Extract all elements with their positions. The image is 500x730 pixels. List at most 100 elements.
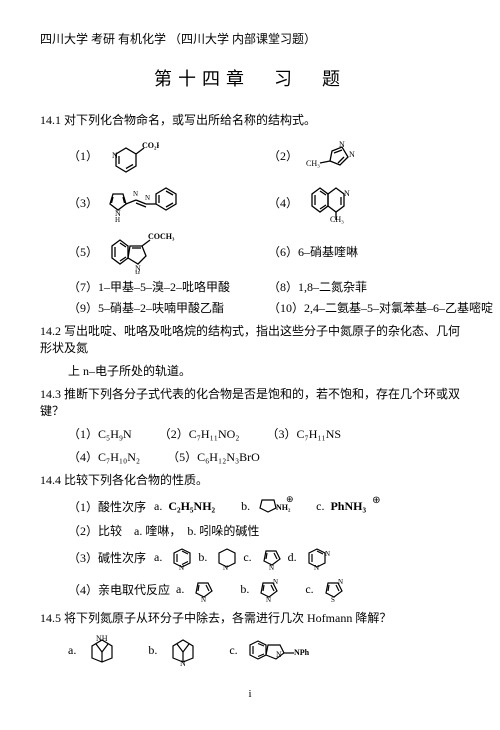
nh-5a: NH bbox=[96, 634, 108, 643]
row-3-abc: （1）C₅H₉N （2）C₇H₁₁NO₂ （3）C₇H₁₁NS bbox=[40, 425, 460, 442]
abc-b1: b. bbox=[241, 499, 250, 514]
s-5b-icon: N bbox=[163, 632, 205, 668]
h-label-5: H bbox=[135, 270, 140, 274]
s-4-3d-icon: N N bbox=[303, 543, 333, 571]
row-4-4: （4）亲电取代反应 a. N H b. N N H c. S N bbox=[68, 575, 460, 603]
abc-a1: a. bbox=[154, 499, 162, 514]
r4-1-lbl: （1）酸性次序 bbox=[68, 498, 148, 515]
item-9: （9）5–硝基–2–呋喃甲酸乙酯 bbox=[68, 299, 268, 316]
struct-4-1b-icon: NH₂ ⊕ bbox=[256, 494, 300, 518]
cooh-label: CO₂H bbox=[142, 141, 159, 150]
struct-4-icon: N CH₃ bbox=[304, 180, 364, 224]
lbl-8: （8）1,8–二氮杂菲 bbox=[268, 278, 367, 295]
lbl-6: （6）6–硝基喹啉 bbox=[268, 243, 358, 260]
r4-3-lbl: （3）碱性次序 bbox=[68, 549, 148, 566]
struct-3-icon: N H N N bbox=[104, 182, 194, 222]
lbl-5: （5） bbox=[68, 243, 98, 260]
r4-2-lbl: （2）比较 bbox=[68, 522, 128, 539]
s-4-4a-icon: N H bbox=[190, 575, 220, 603]
item-1: （1） N CO₂H bbox=[68, 134, 268, 176]
lbl-2: （2） bbox=[268, 147, 298, 164]
ch3-label-4: CH₃ bbox=[330, 215, 344, 224]
item-8: （8）1,8–二氮杂菲 bbox=[268, 278, 468, 295]
n-label-4: N bbox=[344, 189, 350, 198]
plus-b: ⊕ bbox=[286, 494, 294, 504]
r4-4-lbl: （4）亲电取代反应 bbox=[68, 581, 170, 598]
q14-1: 14.1 对下列化合物命名，或写出所给名称的结构式。 bbox=[40, 111, 460, 128]
abc-c1: c. bbox=[316, 499, 324, 514]
n-4b: N bbox=[273, 578, 278, 586]
q14-3: 14.3 推断下列各分子式代表的化合物是否是饱和的，若不饱和，存在几个环或双键？ bbox=[40, 385, 460, 419]
row-4-2: （2）比较 a. 喹啉， b. 吲哚的碱性 bbox=[68, 522, 460, 539]
row-3-de: （4）C₇H₁₀N₂ （5）C₆H₁₂N₃BrO bbox=[40, 448, 460, 465]
item-6: （6）6–硝基喹啉 bbox=[268, 243, 468, 260]
abc-c4: c. bbox=[305, 582, 313, 597]
s-4-4b-icon: N N H bbox=[255, 575, 285, 603]
nh-3c: N bbox=[269, 564, 274, 571]
abc-d3: d. bbox=[288, 550, 297, 565]
chapter-title: 第十四章 习 题 bbox=[40, 65, 460, 91]
s-5c-icon: N NPh bbox=[244, 633, 324, 667]
s-4c: S bbox=[331, 596, 335, 603]
abc-a3: a. bbox=[154, 550, 162, 565]
n-5b: N bbox=[180, 659, 186, 668]
abc-b5: b. bbox=[148, 643, 157, 658]
q14-2: 14.2 写出吡啶、吡咯及吡咯烷的结构式，指出这些分子中氮原子的杂化态、几何形状… bbox=[40, 322, 460, 356]
abc-a5: a. bbox=[68, 643, 76, 658]
row-1-78: （7）1–甲基–5–溴–2–吡咯甲酸 （8）1,8–二氮杂菲 bbox=[68, 278, 460, 295]
s-4-3c-icon: N H bbox=[258, 543, 288, 571]
r4-2a: a. 喹啉， bbox=[134, 522, 181, 539]
r4-2b: b. 吲哚的碱性 bbox=[187, 522, 259, 539]
lbl-10: （10）2,4–二氨基–5–对氯苯基–6–乙基嘧啶 bbox=[268, 299, 493, 316]
n-label: N bbox=[112, 151, 118, 160]
s-5a-icon: NH bbox=[82, 632, 124, 668]
ch3-label: CH₃ bbox=[306, 159, 320, 168]
item-5: （5） N H COCH₃ bbox=[68, 228, 268, 274]
nh2-b: NH₂ bbox=[276, 503, 291, 512]
nn2-label-3: N bbox=[145, 194, 150, 202]
row-4-3: （3）碱性次序 a. N b. N H c. N H d. bbox=[68, 543, 460, 571]
i3e: （5）C₆H₁₂N₃BrO bbox=[167, 450, 260, 464]
f4a: C₂H₅NH₂ bbox=[168, 499, 215, 514]
s-4-3a-icon: N bbox=[168, 543, 198, 571]
plus-c: ⊕ bbox=[372, 495, 380, 506]
nh-3b: N bbox=[223, 564, 228, 571]
abc-b3: b. bbox=[198, 550, 207, 565]
item-2: （2） CH₃ N N bbox=[268, 139, 468, 171]
abc-b4: b. bbox=[240, 582, 249, 597]
row-1-56: （5） N H COCH₃ （6）6–硝基喹啉 bbox=[68, 228, 460, 274]
abc-a4: a. bbox=[176, 582, 184, 597]
nph-5c: NPh bbox=[294, 648, 310, 657]
item-4: （4） N CH₃ bbox=[268, 180, 468, 224]
item-7: （7）1–甲基–5–溴–2–吡咯甲酸 bbox=[68, 278, 268, 295]
lbl-9: （9）5–硝基–2–呋喃甲酸乙酯 bbox=[68, 299, 224, 316]
i3a: （1）C₅H₉N bbox=[68, 427, 132, 441]
n-3d2: N bbox=[325, 550, 330, 558]
i3b: （2）C₇H₁₁NO₂ bbox=[159, 427, 240, 441]
item-3: （3） N H N N bbox=[68, 182, 268, 222]
lbl-7: （7）1–甲基–5–溴–2–吡咯甲酸 bbox=[68, 278, 230, 295]
i3c: （3）C₇H₁₁NS bbox=[267, 427, 342, 441]
row-1-910: （9）5–硝基–2–呋喃甲酸乙酯 （10）2,4–二氨基–5–对氯苯基–6–乙基… bbox=[68, 299, 460, 316]
struct-1-icon: N CO₂H bbox=[104, 134, 159, 176]
doc-header: 四川大学 考研 有机化学 （四川大学 内部课堂习题） bbox=[40, 30, 460, 47]
nh-4b: N bbox=[266, 596, 271, 603]
s-4-4c-icon: S N bbox=[320, 575, 350, 603]
i3d: （4）C₇H₁₀N₂ bbox=[68, 450, 140, 464]
struct-2-icon: CH₃ N N bbox=[304, 139, 364, 171]
q14-2b: 上 n–电子所处的轨道。 bbox=[40, 362, 460, 379]
lbl-4: （4） bbox=[268, 194, 298, 211]
item-10: （10）2,4–二氨基–5–对氯苯基–6–乙基嘧啶 bbox=[268, 299, 468, 316]
abc-c3: c. bbox=[243, 550, 251, 565]
struct-5-icon: N H COCH₃ bbox=[104, 228, 184, 274]
page-number: i bbox=[40, 688, 460, 700]
nh-4a: N bbox=[201, 596, 206, 603]
abc-c5: c. bbox=[229, 643, 237, 658]
row-4-1: （1）酸性次序 a. C₂H₅NH₂ b. NH₂ ⊕ c. PhNH₃ ⊕ bbox=[68, 494, 460, 518]
lbl-3: （3） bbox=[68, 194, 98, 211]
n-3d1: N bbox=[314, 564, 319, 571]
row-1-34: （3） N H N N （4） bbox=[68, 180, 460, 224]
nn-label-3: N bbox=[133, 190, 138, 198]
h-label-3: H bbox=[115, 216, 120, 222]
f4c: PhNH₃ bbox=[330, 499, 366, 514]
